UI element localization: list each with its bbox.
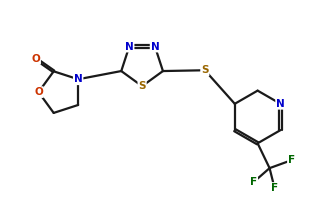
Text: N: N (74, 74, 82, 84)
Text: O: O (31, 54, 40, 64)
Text: S: S (138, 81, 146, 91)
Text: F: F (250, 177, 257, 187)
Text: O: O (34, 87, 43, 97)
Text: F: F (271, 183, 278, 193)
Text: N: N (276, 99, 285, 109)
Text: F: F (288, 155, 295, 165)
Text: N: N (151, 42, 159, 52)
Text: N: N (125, 42, 134, 52)
Text: S: S (201, 65, 209, 75)
